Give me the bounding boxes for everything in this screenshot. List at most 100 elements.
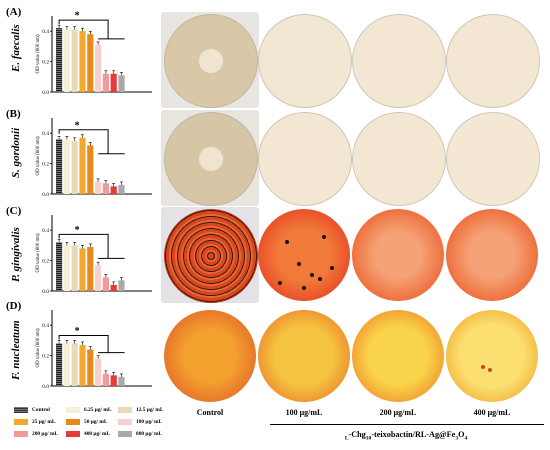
significance-bracket [58, 19, 125, 40]
legend-item-25: 25 μg/ mL [14, 417, 55, 426]
panel-d-label: (D) [6, 300, 22, 312]
y-tick-label: 0.2 [42, 60, 49, 66]
y-tick-label: 0.2 [42, 162, 49, 168]
chart-svg: 0.0 0.2 0.4OD value (600 nm) * [36, 310, 152, 390]
petri-dish-d-200 [352, 310, 444, 402]
bar-chart-s-gordonii: 0.0 0.2 0.4 OD value (600 nm) * [28, 110, 160, 202]
column-label-control: Control [196, 408, 224, 417]
bar-200-g-ml [102, 373, 109, 386]
colony-dot [488, 368, 492, 372]
species-label-f-nucleatum: F. nucleatum [10, 320, 22, 380]
bar-800-g-ml [118, 280, 125, 291]
significance-asterisk: * [75, 326, 80, 337]
y-axis-label: OD value (600 nm) [36, 328, 41, 367]
y-axis-label: OD value (600 nm) [36, 34, 41, 73]
legend-item-6-25: 6.25 μg/ mL [66, 405, 111, 414]
chart-svg: 0.0 0.2 0.4OD value (600 nm) * [36, 11, 152, 96]
panel-b-label: (B) [6, 108, 21, 120]
legend-swatch-25 [14, 418, 28, 425]
legend-swatch-6-25 [66, 406, 80, 413]
bar-12-5-g-ml [71, 343, 78, 386]
bar-800-g-ml [118, 75, 125, 92]
colony-dot [330, 266, 334, 270]
petri-dish-c-200 [352, 209, 444, 301]
species-label-e-faecalis: E. faecalis [10, 24, 22, 72]
bar-200-g-ml [102, 277, 109, 291]
legend-item-100: 100 μg/ mL [118, 417, 162, 426]
column-label-100: 100 μg/mL [285, 408, 323, 417]
petri-dish-d-400 [446, 310, 538, 402]
legend-item-50: 50 μg/ mL [66, 417, 107, 426]
colony-dot [322, 235, 326, 239]
bar-800-g-ml [118, 376, 125, 386]
petri-dish-a-200 [352, 14, 446, 108]
panel-c-label: (C) [6, 205, 22, 217]
bar-chart-p-gingivalis: 0.0 0.2 0.4 OD value (600 nm) * [28, 207, 160, 299]
bar-50-g-ml [87, 34, 94, 92]
bar-6-25-g-ml [63, 343, 70, 386]
bar-chart-e-faecalis: 0.0 0.2 0.4 OD value (600 nm) * [28, 8, 160, 100]
bar-12-5-g-ml [71, 140, 78, 194]
legend-swatch-400 [66, 430, 80, 437]
bar-400-g-ml [110, 375, 117, 386]
legend-swatch-12-5 [118, 406, 132, 413]
legend-item-12-5: 12.5 μg/ mL [118, 405, 163, 414]
significance-asterisk: * [75, 11, 80, 22]
petri-dish-a-100 [258, 14, 352, 108]
significance-asterisk: * [75, 225, 80, 236]
bar-control [56, 139, 63, 194]
colony-dot [310, 273, 314, 277]
bar-6-25-g-ml [63, 245, 70, 291]
significance-asterisk: * [75, 120, 80, 131]
species-label-p-gingivalis: P. gingivalis [10, 227, 22, 282]
colony-dot [318, 277, 322, 281]
bar-control [56, 28, 63, 92]
y-tick-label: 0.0 [42, 192, 49, 198]
bar-25-g-ml [79, 248, 86, 291]
petri-dish-a-400 [446, 14, 540, 108]
column-label-200: 200 μg/mL [379, 408, 417, 417]
panel-a-label: (A) [6, 6, 22, 18]
legend-swatch-50 [66, 418, 80, 425]
species-label-s-gordonii: S. gordonii [10, 127, 22, 178]
bar-control [56, 343, 63, 386]
bar-25-g-ml [79, 137, 86, 194]
bar-50-g-ml [87, 349, 94, 386]
y-tick-label: 0.0 [42, 289, 49, 295]
bar-control [56, 242, 63, 291]
legend-swatch-control [14, 406, 28, 413]
petri-dish-b-control [164, 112, 258, 206]
y-tick-label: 0.0 [42, 384, 49, 390]
column-label-400: 400 μg/mL [473, 408, 511, 417]
significance-bracket [58, 233, 125, 259]
bar-6-25-g-ml [63, 139, 70, 194]
bar-25-g-ml [79, 31, 86, 92]
legend-item-200: 200 μg/ mL [14, 429, 58, 438]
colony-dot [285, 240, 289, 244]
legend-item-400: 400 μg/ mL [66, 429, 110, 438]
petri-dish-b-200 [352, 112, 446, 206]
petri-dish-d-100 [258, 310, 350, 402]
bar-50-g-ml [87, 145, 94, 194]
colony-dot [278, 281, 282, 285]
significance-bracket [58, 334, 125, 354]
colony-dot [297, 262, 301, 266]
legend-item-control: Control [14, 405, 50, 414]
bar-50-g-ml [87, 246, 94, 291]
y-tick-label: 0.0 [42, 90, 49, 96]
bar-chart-f-nucleatum: 0.0 0.2 0.4 OD value (600 nm) * [28, 302, 160, 394]
legend-swatch-100 [118, 418, 132, 425]
bar-100-g-ml [95, 181, 102, 194]
petri-dish-c-control [164, 209, 258, 303]
bar-200-g-ml [102, 73, 109, 92]
y-tick-label: 0.4 [42, 131, 49, 137]
petri-dish-b-100 [258, 112, 352, 206]
y-tick-label: 0.2 [42, 259, 49, 265]
y-axis-label: OD value (600 nm) [36, 136, 41, 175]
bar-100-g-ml [95, 358, 102, 386]
chart-svg: 0.0 0.2 0.4OD value (600 nm) * [36, 215, 152, 295]
bar-400-g-ml [110, 284, 117, 291]
legend-swatch-200 [14, 430, 28, 437]
treatment-label: L-Chg10-teixobactin/RL-Ag@Fe3O4 [344, 430, 468, 442]
bar-25-g-ml [79, 344, 86, 386]
